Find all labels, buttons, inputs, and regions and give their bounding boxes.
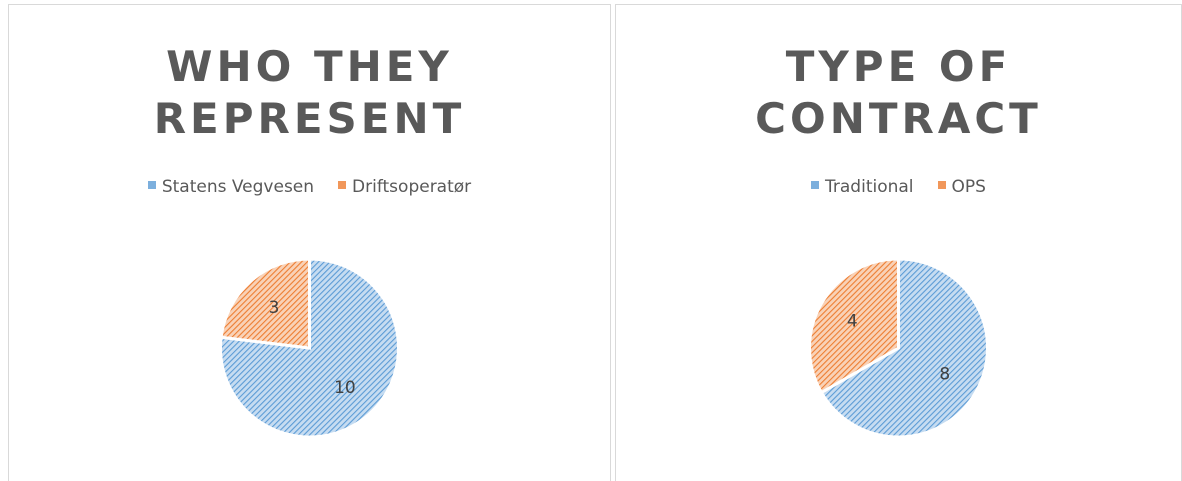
- legend: Statens Vegvesen Driftsoperatør: [9, 177, 610, 197]
- chart-title: TYPE OF CONTRACT: [755, 42, 1042, 143]
- data-label: 3: [269, 298, 280, 318]
- chart-title: WHO THEY REPRESENT: [153, 42, 466, 143]
- data-label: 10: [334, 378, 356, 398]
- chart-panel: 8 4 TYPE OF CONTRACT Traditional OPS: [615, 4, 1182, 481]
- legend-item: OPS: [937, 177, 986, 197]
- legend-label: Statens Vegvesen: [161, 177, 315, 197]
- pie-area: 84: [808, 257, 989, 439]
- pie-slice: [808, 257, 900, 395]
- legend-label: OPS: [951, 177, 986, 197]
- legend-label: Driftsoperatør: [352, 177, 472, 197]
- legend: Traditional OPS: [616, 177, 1181, 197]
- legend-swatch: [338, 181, 347, 189]
- pie-slice: [819, 257, 989, 439]
- pie-area: 10 3: [219, 257, 400, 439]
- legend-swatch: [147, 181, 156, 189]
- legend-item: Driftsoperatør: [338, 177, 471, 197]
- legend-item: Traditional: [811, 177, 914, 197]
- data-label: 8: [939, 365, 950, 385]
- data-label: 4: [847, 311, 858, 331]
- legend-label: Traditional: [825, 177, 914, 197]
- legend-swatch: [937, 181, 946, 189]
- chart-panel: 10 3 WHO THEY REPRESENT Statens Vegvesen Dri…: [8, 4, 611, 481]
- legend-swatch: [811, 181, 820, 189]
- legend-item: Statens Vegvesen: [147, 177, 315, 197]
- pie-slice: [219, 257, 311, 350]
